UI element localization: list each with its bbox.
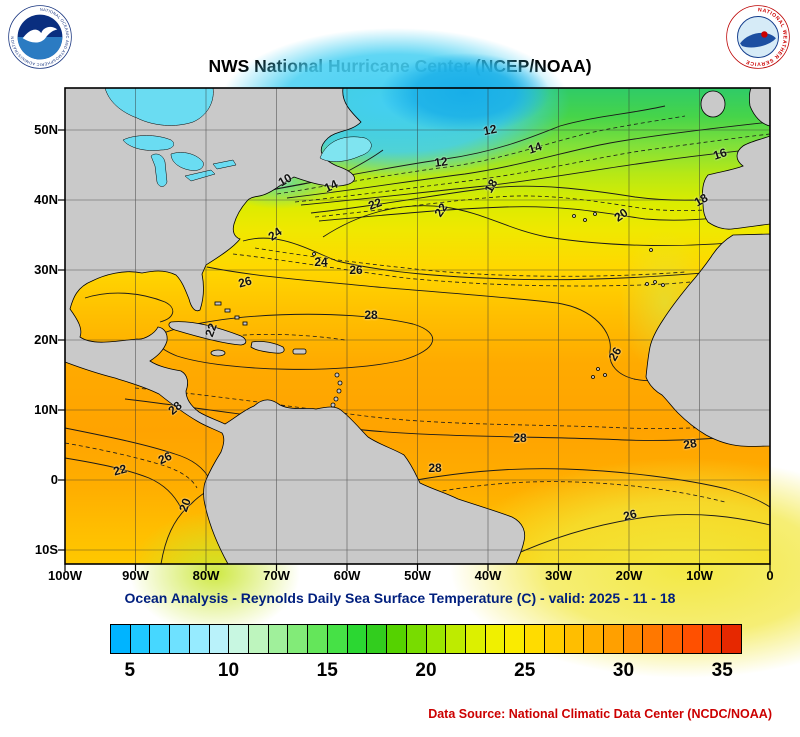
x-axis-label: 80W (192, 568, 220, 583)
colorbar-cell (189, 625, 210, 653)
nws-logo-storm-icon (761, 31, 768, 38)
x-axis-label: 30W (545, 568, 572, 583)
x-axis-label: 40W (474, 568, 502, 583)
nws-logo: NATIONAL WEATHER SERVICE (726, 5, 790, 69)
colorbar-cell (702, 625, 723, 653)
colorbar-cell (426, 625, 447, 653)
map-area: 12 14 16 12 10 14 18 22 18 22 20 24 24 26 26 28 22 26 28 28… (58, 28, 800, 678)
map-frame (64, 87, 771, 565)
colorbar-cell (682, 625, 703, 653)
noaa-logo-svg: NATIONAL OCEANIC AND ATMOSPHERIC ADMINIS… (8, 5, 72, 69)
colorbar-cell (525, 625, 545, 653)
contour-label: 28 (364, 308, 378, 322)
x-axis-label: 100W (48, 568, 82, 583)
y-axis-label: 0 (50, 472, 58, 487)
colorbar (110, 624, 742, 654)
land-americas (64, 87, 526, 565)
colorbar-cell (111, 625, 131, 653)
colorbar-cell (603, 625, 624, 653)
colorbar-cell (465, 625, 486, 653)
contour-label: 26 (349, 263, 363, 277)
contour-label: 24 (314, 255, 328, 269)
y-axis-label: 10S (34, 542, 58, 557)
nws-logo-svg: NATIONAL WEATHER SERVICE (726, 5, 790, 69)
y-axis-label: 20N (34, 332, 58, 347)
y-axis-label: 10N (34, 402, 58, 417)
contour-label: 28 (513, 431, 527, 445)
gridlines (65, 88, 770, 564)
colorbar-cell (130, 625, 151, 653)
x-axis-label: 10W (686, 568, 713, 583)
colorbar-cell (722, 625, 741, 653)
contour-label: 12 (482, 121, 498, 139)
colorbar-tick-label: 5 (124, 660, 136, 681)
colorbar-cell (327, 625, 348, 653)
sst-map-canvas (58, 28, 800, 678)
colorbar-tick-label: 10 (217, 660, 240, 681)
colorbar-cell (564, 625, 585, 653)
colorbar-cell (584, 625, 604, 653)
x-axis-label: 0 (766, 568, 774, 583)
colorbar-tick-label: 35 (711, 660, 733, 681)
colorbar-cell (643, 625, 664, 653)
colorbar-cell (347, 625, 368, 653)
colorbar-cell (288, 625, 309, 653)
colorbar-tick-label: 25 (514, 660, 536, 681)
nws-logo-swoosh (740, 32, 776, 48)
noaa-logo-gull-icon (22, 26, 58, 43)
x-axis-label: 20W (615, 568, 643, 583)
x-axis-label: 90W (122, 568, 149, 583)
colorbar-cell (406, 625, 427, 653)
colorbar-cell (249, 625, 269, 653)
y-axis-label: 50N (34, 122, 58, 137)
colorbar-cell (367, 625, 388, 653)
x-axis-label: 60W (333, 568, 361, 583)
contour-label: 28 (682, 435, 698, 453)
contour-label: 28 (428, 461, 442, 475)
colorbar-cell (170, 625, 190, 653)
colorbar-cell (387, 625, 407, 653)
noaa-logo: NATIONAL OCEANIC AND ATMOSPHERIC ADMINIS… (8, 5, 72, 69)
y-axis-label: 40N (34, 192, 58, 207)
x-axis-label: 70W (263, 568, 290, 583)
land-ireland (700, 90, 726, 118)
colorbar-cell (623, 625, 644, 653)
colorbar-cell (209, 625, 230, 653)
colorbar-cell (663, 625, 683, 653)
axis-ticks (58, 129, 771, 571)
colorbar-tick-label: 15 (316, 660, 338, 681)
contour-label: 12 (433, 154, 449, 170)
colorbar-cell (229, 625, 250, 653)
data-source-credit: Data Source: National Climatic Data Cent… (428, 707, 772, 721)
colorbar-tick-label: 30 (612, 660, 635, 681)
colorbar-tick-label: 20 (415, 660, 437, 681)
caption: Ocean Analysis - Reynolds Daily Sea Surf… (124, 590, 676, 606)
colorbar-cell (485, 625, 506, 653)
noaa-logo-sea (17, 37, 63, 60)
y-axis-label: 30N (34, 262, 58, 277)
land-iberia-france (702, 135, 771, 230)
colorbar-cell (544, 625, 565, 653)
islands-group (168, 212, 665, 408)
x-axis-label: 50W (404, 568, 431, 583)
colorbar-cell (446, 625, 466, 653)
colorbar-cell (150, 625, 171, 653)
colorbar-cell (308, 625, 328, 653)
land-britain (748, 87, 771, 127)
colorbar-cell (505, 625, 526, 653)
colorbar-cell (268, 625, 289, 653)
